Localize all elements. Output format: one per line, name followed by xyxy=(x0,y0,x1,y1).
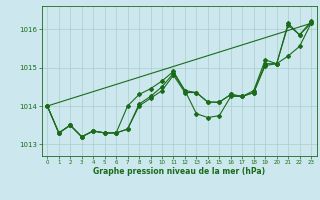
X-axis label: Graphe pression niveau de la mer (hPa): Graphe pression niveau de la mer (hPa) xyxy=(93,167,265,176)
